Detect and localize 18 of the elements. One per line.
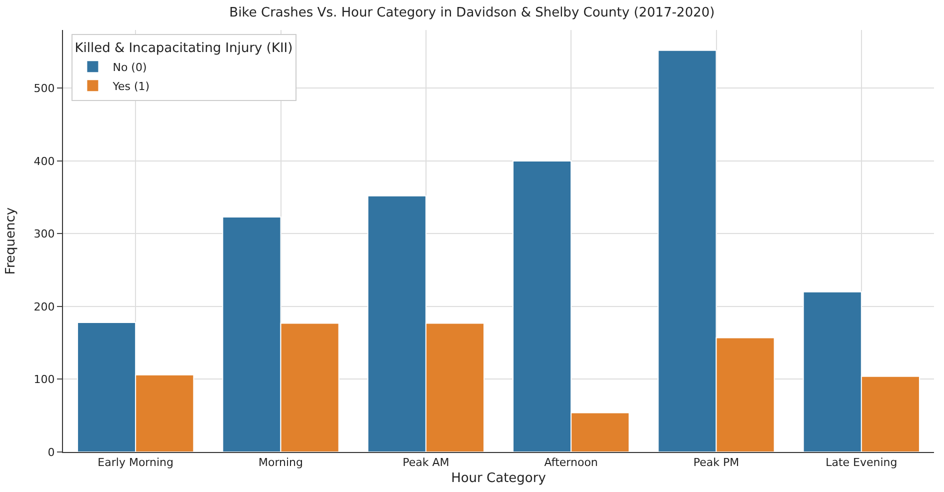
y-tick-label: 200 (34, 300, 55, 314)
x-axis-title: Hour Category (451, 470, 546, 486)
y-tick-label: 300 (34, 228, 55, 241)
y-tick-label: 500 (34, 82, 55, 96)
x-tick-label: Morning (258, 456, 304, 470)
chart-title: Bike Crashes Vs. Hour Category in Davidson & Shelby County (2017-2020) (229, 5, 715, 20)
legend-label: Yes (1) (112, 80, 150, 93)
y-tick-label: 0 (48, 446, 55, 459)
y-tick-label: 400 (34, 154, 55, 168)
y-tick-label: 100 (34, 373, 55, 386)
x-tick-label: Late Evening (826, 456, 898, 470)
legend-title: Killed & Incapacitating Injury (KII) (74, 41, 293, 56)
legend-label: No (0) (112, 60, 147, 74)
y-axis-title: Frequency (4, 207, 19, 275)
x-tick-label: Peak PM (693, 456, 740, 470)
x-tick-label: Peak AM (402, 456, 450, 470)
x-tick-label: Afternoon (544, 456, 598, 470)
x-tick-label: Early Morning (98, 456, 174, 470)
